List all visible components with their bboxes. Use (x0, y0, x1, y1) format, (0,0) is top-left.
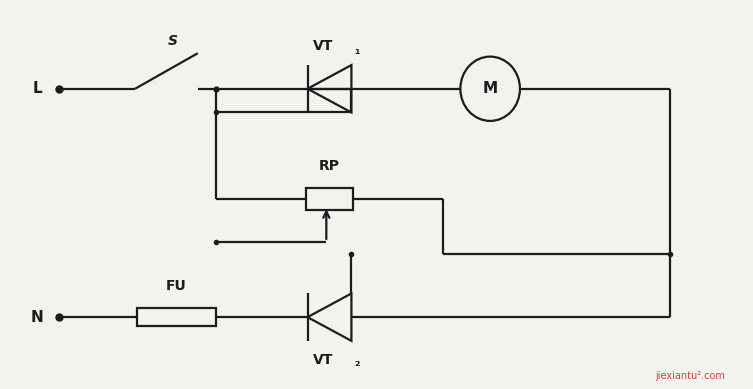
Text: VT: VT (313, 353, 334, 367)
Text: ₁: ₁ (354, 44, 360, 57)
Bar (138, 308, 216, 326)
Text: M: M (483, 81, 498, 96)
Text: S: S (168, 34, 178, 48)
Text: L: L (32, 81, 42, 96)
Text: ₂: ₂ (354, 356, 360, 369)
Text: VT: VT (313, 39, 334, 53)
Text: jiexiantu².com: jiexiantu².com (655, 371, 725, 380)
Text: N: N (31, 310, 44, 325)
Text: FU: FU (166, 279, 187, 293)
Bar (306, 188, 353, 210)
Text: RP: RP (319, 158, 340, 172)
